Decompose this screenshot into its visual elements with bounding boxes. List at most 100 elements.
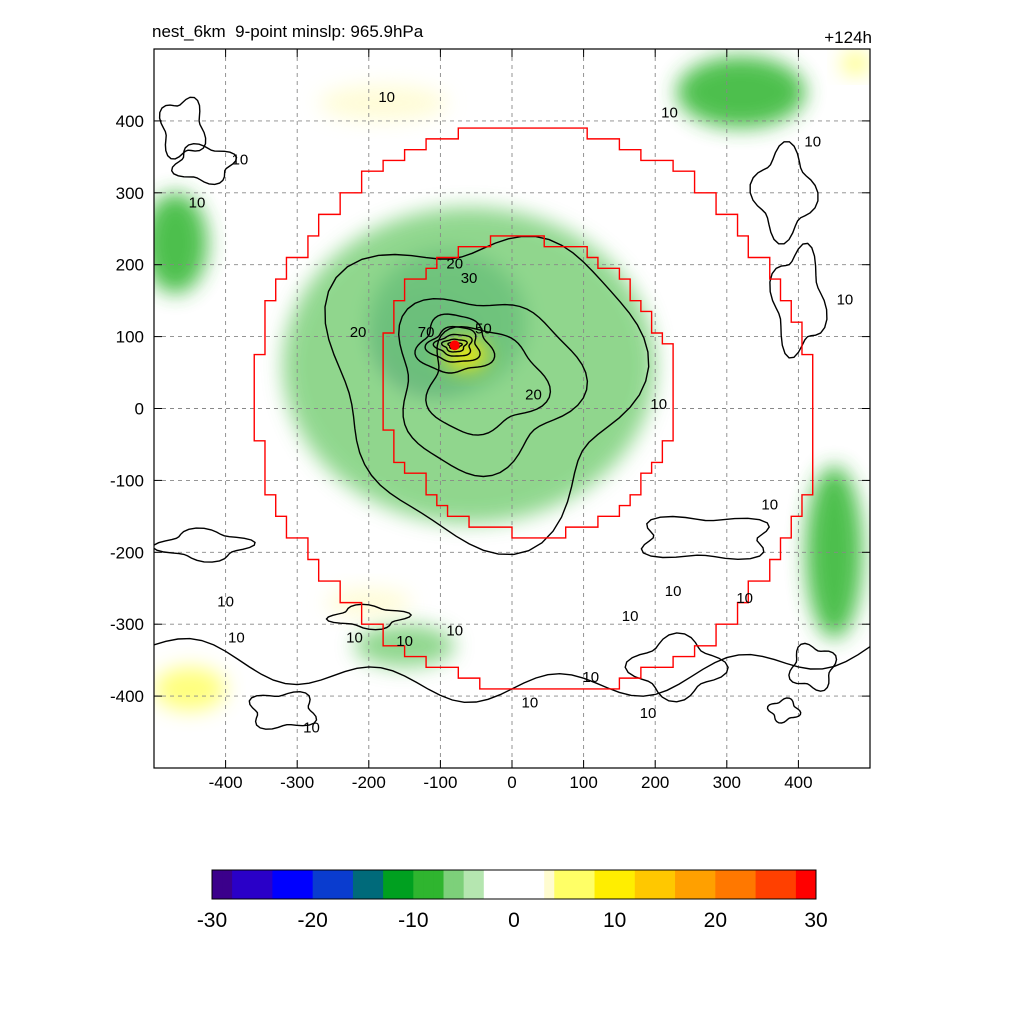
colorbar-bin bbox=[514, 870, 525, 899]
contour-label: 10 bbox=[346, 630, 363, 647]
colorbar-label: 30 bbox=[804, 909, 827, 932]
x-tick-label: -100 bbox=[423, 773, 457, 792]
colorbar-bin bbox=[312, 870, 324, 899]
colorbar-bin bbox=[383, 870, 394, 899]
contour-label: 10 bbox=[736, 590, 753, 607]
contour-label: 10 bbox=[804, 133, 821, 150]
colorbar-bin bbox=[282, 870, 294, 899]
y-tick-label: -300 bbox=[110, 615, 144, 634]
x-tick-label: -300 bbox=[280, 773, 314, 792]
colorbar-bin bbox=[685, 870, 696, 899]
colorbar-bin bbox=[352, 870, 364, 899]
contour-label: 10 bbox=[396, 633, 413, 650]
y-tick-label: 300 bbox=[116, 184, 144, 203]
colorbar-bin bbox=[765, 870, 777, 899]
colorbar-bin bbox=[675, 870, 686, 899]
colorbar-bin bbox=[332, 870, 344, 899]
colorbar-bin bbox=[785, 870, 797, 899]
colorbar-label: 10 bbox=[603, 909, 626, 932]
colorbar-bin bbox=[443, 870, 455, 899]
y-tick-label: -200 bbox=[110, 543, 144, 562]
contour-label: 10 bbox=[378, 89, 395, 106]
x-tick-label: 0 bbox=[507, 773, 516, 792]
contour-line bbox=[769, 242, 828, 359]
contour-line bbox=[414, 313, 496, 374]
contour-label: 10 bbox=[622, 608, 639, 625]
shaded-blob bbox=[154, 192, 208, 294]
colorbar-bin bbox=[624, 870, 636, 899]
colorbar-bin bbox=[604, 870, 616, 899]
colorbar-bin bbox=[745, 870, 757, 899]
colorbar-bin bbox=[222, 870, 233, 899]
contour-label: 10 bbox=[446, 622, 463, 639]
contour-label: 10 bbox=[217, 594, 234, 611]
colorbar-bin bbox=[554, 870, 565, 899]
contour-line bbox=[154, 527, 256, 563]
contour-label: 20 bbox=[446, 256, 463, 273]
contour-line bbox=[324, 235, 650, 556]
y-tick-label: 100 bbox=[116, 328, 144, 347]
contour-label: 30 bbox=[461, 270, 478, 287]
colorbar-bin bbox=[594, 870, 606, 899]
contour-label: 10 bbox=[761, 497, 778, 514]
colorbar-bin bbox=[755, 870, 767, 899]
y-tick-label: -400 bbox=[110, 687, 144, 706]
colorbar-bin bbox=[735, 870, 747, 899]
colorbar-bin bbox=[725, 870, 736, 899]
contour-line bbox=[766, 697, 802, 724]
inner-boundary bbox=[382, 235, 674, 539]
contour-line bbox=[158, 96, 207, 160]
contour-label: 20 bbox=[525, 387, 542, 404]
contour-line bbox=[788, 642, 838, 692]
colorbar-bin bbox=[524, 870, 535, 899]
colorbar-bin bbox=[423, 870, 434, 899]
contour-label: 10 bbox=[189, 195, 206, 212]
colorbar-bin bbox=[212, 870, 223, 899]
storm-center-marker bbox=[449, 340, 460, 351]
contour-line bbox=[640, 515, 771, 561]
colorbar-bin bbox=[705, 870, 716, 899]
shaded-blob bbox=[154, 667, 226, 711]
colorbar-bin bbox=[805, 870, 817, 899]
contour-label: 20 bbox=[350, 324, 367, 341]
colorbar-bin bbox=[433, 870, 445, 899]
colorbar-label: -20 bbox=[297, 909, 327, 932]
colorbar-bin bbox=[232, 870, 243, 899]
colorbar-bin bbox=[463, 870, 475, 899]
contour-lines bbox=[154, 96, 870, 730]
x-tick-label: -400 bbox=[209, 773, 243, 792]
y-tick-label: 0 bbox=[135, 400, 144, 419]
colorbar-bin bbox=[242, 870, 253, 899]
nest-boundary bbox=[253, 127, 814, 690]
contour-label: 10 bbox=[640, 705, 657, 722]
colorbar-bin bbox=[715, 870, 726, 899]
contour-line bbox=[624, 632, 729, 703]
contour-label: 10 bbox=[522, 694, 539, 711]
contour-label: 10 bbox=[837, 292, 854, 309]
colorbar-bin bbox=[564, 870, 575, 899]
colorbar-bin bbox=[393, 870, 404, 899]
contour-label: 10 bbox=[582, 669, 599, 686]
colorbar-bin bbox=[403, 870, 414, 899]
colorbar-bin bbox=[534, 870, 545, 899]
colorbar-bin bbox=[272, 870, 283, 899]
colorbar-bin bbox=[584, 870, 596, 899]
colorbar-bin bbox=[302, 870, 314, 899]
contour-label: 70 bbox=[418, 324, 435, 341]
outer-boundary bbox=[253, 127, 814, 690]
colorbar-bin bbox=[503, 870, 515, 899]
colorbar-bin bbox=[614, 870, 626, 899]
colorbar-frame bbox=[211, 869, 817, 900]
contour-label: 10 bbox=[232, 151, 249, 168]
axes: -400 -300 -200 -100 0 100 200 300 40040030020010… bbox=[110, 49, 870, 792]
contour-label: 50 bbox=[475, 320, 492, 337]
colorbar-bin bbox=[665, 870, 676, 899]
shaded-blob bbox=[676, 56, 806, 129]
contour-line bbox=[325, 603, 413, 631]
y-tick-label: 200 bbox=[116, 256, 144, 275]
colorbar-bin bbox=[292, 870, 304, 899]
colorbar-label: 20 bbox=[704, 909, 727, 932]
colorbar-bin bbox=[413, 870, 424, 899]
